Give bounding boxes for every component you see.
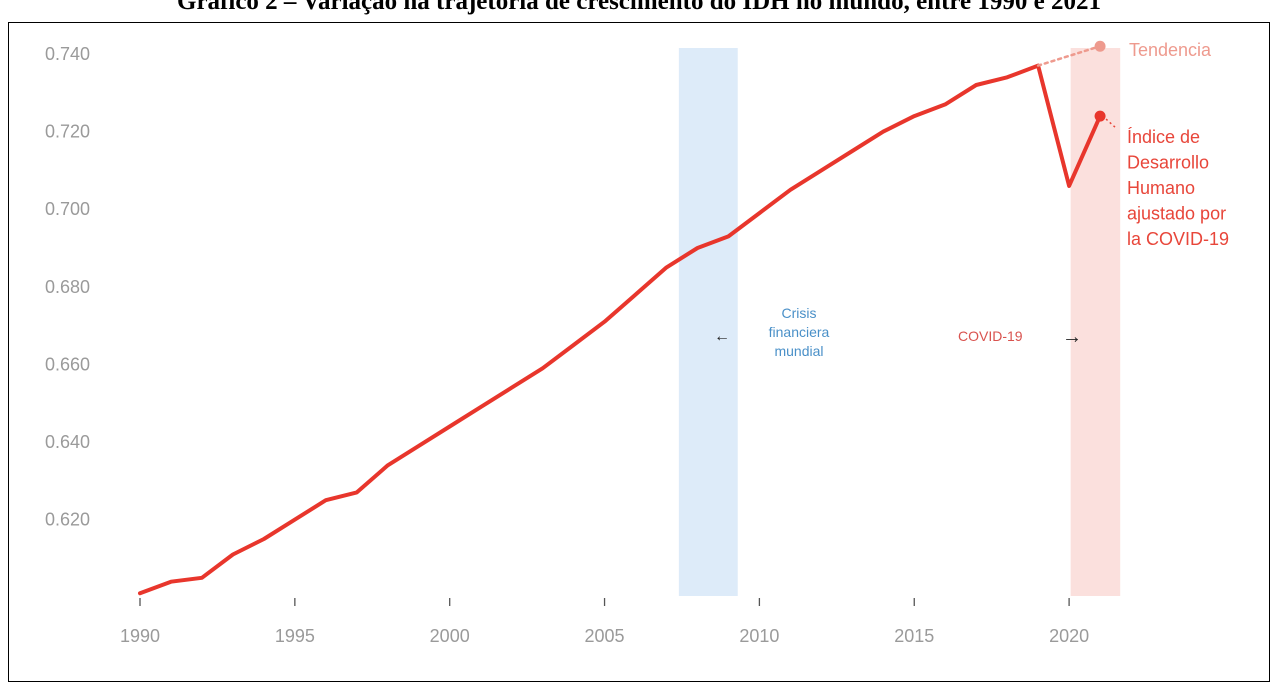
hdi-endpoint — [1094, 110, 1106, 122]
y-tick-label: 0.660 — [45, 354, 90, 374]
x-tick-label: 1990 — [120, 626, 160, 646]
crisis-label: financiera — [769, 324, 830, 340]
y-tick-label: 0.700 — [45, 199, 90, 219]
hdi-line-chart: 0.620 0.640 0.660 0.680 0.700 0.720 0.740 1990 1… — [45, 40, 1229, 646]
hdi-series-line — [138, 63, 1103, 596]
x-tick-label: 2020 — [1049, 626, 1089, 646]
y-tick-label: 0.640 — [45, 432, 90, 452]
crisis-band — [678, 48, 738, 596]
crisis-label: Crisis — [782, 305, 817, 321]
idh-series-label: Desarrollo — [1127, 153, 1209, 173]
x-tick-label: 2015 — [894, 626, 934, 646]
y-tick-label: 0.740 — [45, 44, 90, 64]
covid-band — [1070, 48, 1121, 596]
chart-title: Gráfico 2 – Variação na trajetória de cr… — [177, 0, 1101, 15]
trend-label: Tendencia — [1129, 40, 1212, 60]
idh-label-connector — [1105, 118, 1117, 129]
x-tick-label: 2010 — [739, 626, 779, 646]
x-tick-label: 2005 — [585, 626, 625, 646]
trend-endpoint — [1094, 40, 1106, 52]
idh-series-label: Índice de — [1127, 127, 1200, 147]
covid-label: COVID-19 — [958, 328, 1023, 344]
covid-arrow: → — [1062, 326, 1082, 348]
x-tick-label: 1995 — [275, 626, 315, 646]
idh-series-label: la COVID-19 — [1127, 229, 1229, 249]
trend-series-line — [1036, 44, 1102, 67]
crisis-arrow: ← — [714, 328, 730, 345]
y-tick-label: 0.620 — [45, 510, 90, 530]
y-tick-label: 0.720 — [45, 122, 90, 142]
x-tick-label: 2000 — [430, 626, 470, 646]
crisis-label: mundial — [774, 343, 823, 359]
idh-series-label: ajustado por — [1127, 204, 1226, 224]
y-tick-label: 0.680 — [45, 277, 90, 297]
idh-series-label: Humano — [1127, 178, 1195, 198]
